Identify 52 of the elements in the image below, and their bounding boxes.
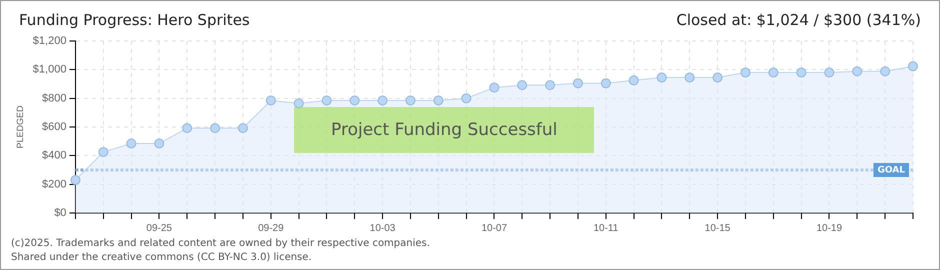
x-tick-label: 10-19 <box>816 222 842 234</box>
point <box>740 68 750 78</box>
y-tick-label: $1,000 <box>32 64 66 76</box>
text: Shared under the creative commons (CC BY-NC 3.0) license. <box>11 252 312 263</box>
point <box>684 72 695 83</box>
point <box>768 68 778 78</box>
text: (c)2025. Trademarks and related content are owned by their respective companies. <box>11 238 430 249</box>
point <box>182 123 192 134</box>
chart-subtitle: Closed at: $1,024 / $300 (341%) <box>676 11 921 29</box>
chart-title: Funding Progress: Hero Sprites <box>19 11 250 29</box>
point <box>712 72 723 83</box>
point <box>70 175 80 186</box>
y-tick-label: $0 <box>54 207 66 220</box>
success-banner: Project Funding Successful <box>294 106 594 153</box>
point <box>266 95 276 106</box>
y-tick-label: $800 <box>42 92 66 104</box>
x-tick-label: 09-29 <box>258 222 284 234</box>
point <box>433 95 444 106</box>
point <box>489 82 500 93</box>
point <box>517 80 528 90</box>
point <box>98 147 108 158</box>
y-tick-label: $600 <box>42 121 66 134</box>
point <box>210 123 220 134</box>
x-tick-label: 10-03 <box>370 222 396 234</box>
x-tick-label: 10-15 <box>704 222 731 234</box>
point <box>908 61 918 72</box>
point <box>824 68 834 78</box>
ref-line-label: GOAL <box>878 165 906 176</box>
point <box>572 78 583 88</box>
y-tick-label: $200 <box>42 178 66 190</box>
y-tick-label: $400 <box>42 150 66 162</box>
point <box>852 66 862 76</box>
point <box>126 138 136 148</box>
x-tick-label: 10-07 <box>481 222 508 234</box>
point <box>238 123 248 134</box>
point <box>600 78 611 88</box>
x-tick-label: 09-25 <box>146 222 172 234</box>
point <box>378 95 388 106</box>
point <box>322 95 332 106</box>
point <box>656 72 667 83</box>
point <box>294 98 304 108</box>
point <box>405 95 416 106</box>
point <box>461 93 472 104</box>
point <box>628 75 639 86</box>
x-tick-label: 10-11 <box>593 222 619 234</box>
point <box>154 138 164 148</box>
point <box>880 66 890 76</box>
y-tick-label: $1,200 <box>32 35 66 48</box>
point <box>796 68 806 78</box>
y-axis-title: PLEDGED <box>14 104 25 149</box>
point <box>545 80 556 90</box>
point <box>350 95 360 106</box>
